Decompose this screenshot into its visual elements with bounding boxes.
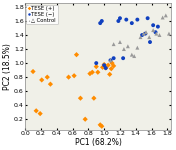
Point (133, 55, 136, 57)
Point (91, 71, 94, 73)
Point (110, 68, 113, 70)
Point (39, 112, 42, 115)
Point (112, 43, 115, 45)
Point (149, 41, 151, 43)
Point (148, 36, 151, 38)
Point (100, 20, 103, 22)
Point (158, 34, 161, 36)
Point (103, 63, 106, 66)
Point (35, 110, 38, 112)
Point (100, 125, 103, 128)
Point (112, 57, 115, 59)
Point (136, 46, 139, 49)
Point (146, 17, 149, 19)
Point (127, 45, 129, 47)
Point (122, 48, 125, 50)
Point (112, 65, 115, 67)
Point (109, 59, 112, 61)
Point (75, 54, 78, 56)
Point (73, 75, 76, 77)
Point (122, 57, 125, 59)
Point (92, 97, 95, 99)
Point (109, 59, 112, 61)
Point (139, 36, 142, 38)
Point (156, 25, 159, 28)
Point (152, 24, 155, 26)
Point (67, 76, 70, 78)
Point (49, 83, 52, 85)
Point (136, 18, 139, 21)
Point (130, 54, 133, 56)
Point (145, 31, 147, 33)
Y-axis label: PC2 (18.5%): PC2 (18.5%) (4, 43, 12, 90)
Point (108, 73, 111, 76)
Legend: TESE (+), TESE (−), △ Control: TESE (+), TESE (−), △ Control (26, 4, 58, 24)
Point (95, 62, 98, 64)
X-axis label: PC1 (68.2%): PC1 (68.2%) (75, 138, 122, 147)
Point (40, 79, 43, 81)
Point (104, 67, 107, 69)
Point (111, 62, 114, 64)
Point (99, 22, 102, 24)
Point (152, 29, 155, 31)
Point (117, 20, 120, 22)
Point (125, 18, 128, 21)
Point (168, 32, 170, 35)
Point (95, 65, 98, 68)
Point (101, 66, 104, 69)
Point (99, 124, 102, 126)
Point (154, 31, 157, 33)
Point (104, 67, 107, 69)
Point (144, 32, 147, 35)
Point (119, 41, 121, 43)
Point (142, 32, 145, 35)
Point (89, 72, 91, 75)
Point (119, 17, 121, 19)
Point (107, 64, 109, 66)
Point (130, 22, 133, 24)
Point (103, 64, 106, 66)
Point (79, 97, 82, 99)
Point (141, 34, 143, 36)
Point (32, 70, 34, 73)
Point (155, 32, 158, 35)
Point (84, 118, 87, 120)
Point (96, 71, 99, 73)
Point (164, 14, 167, 17)
Point (161, 16, 164, 19)
Point (46, 76, 49, 78)
